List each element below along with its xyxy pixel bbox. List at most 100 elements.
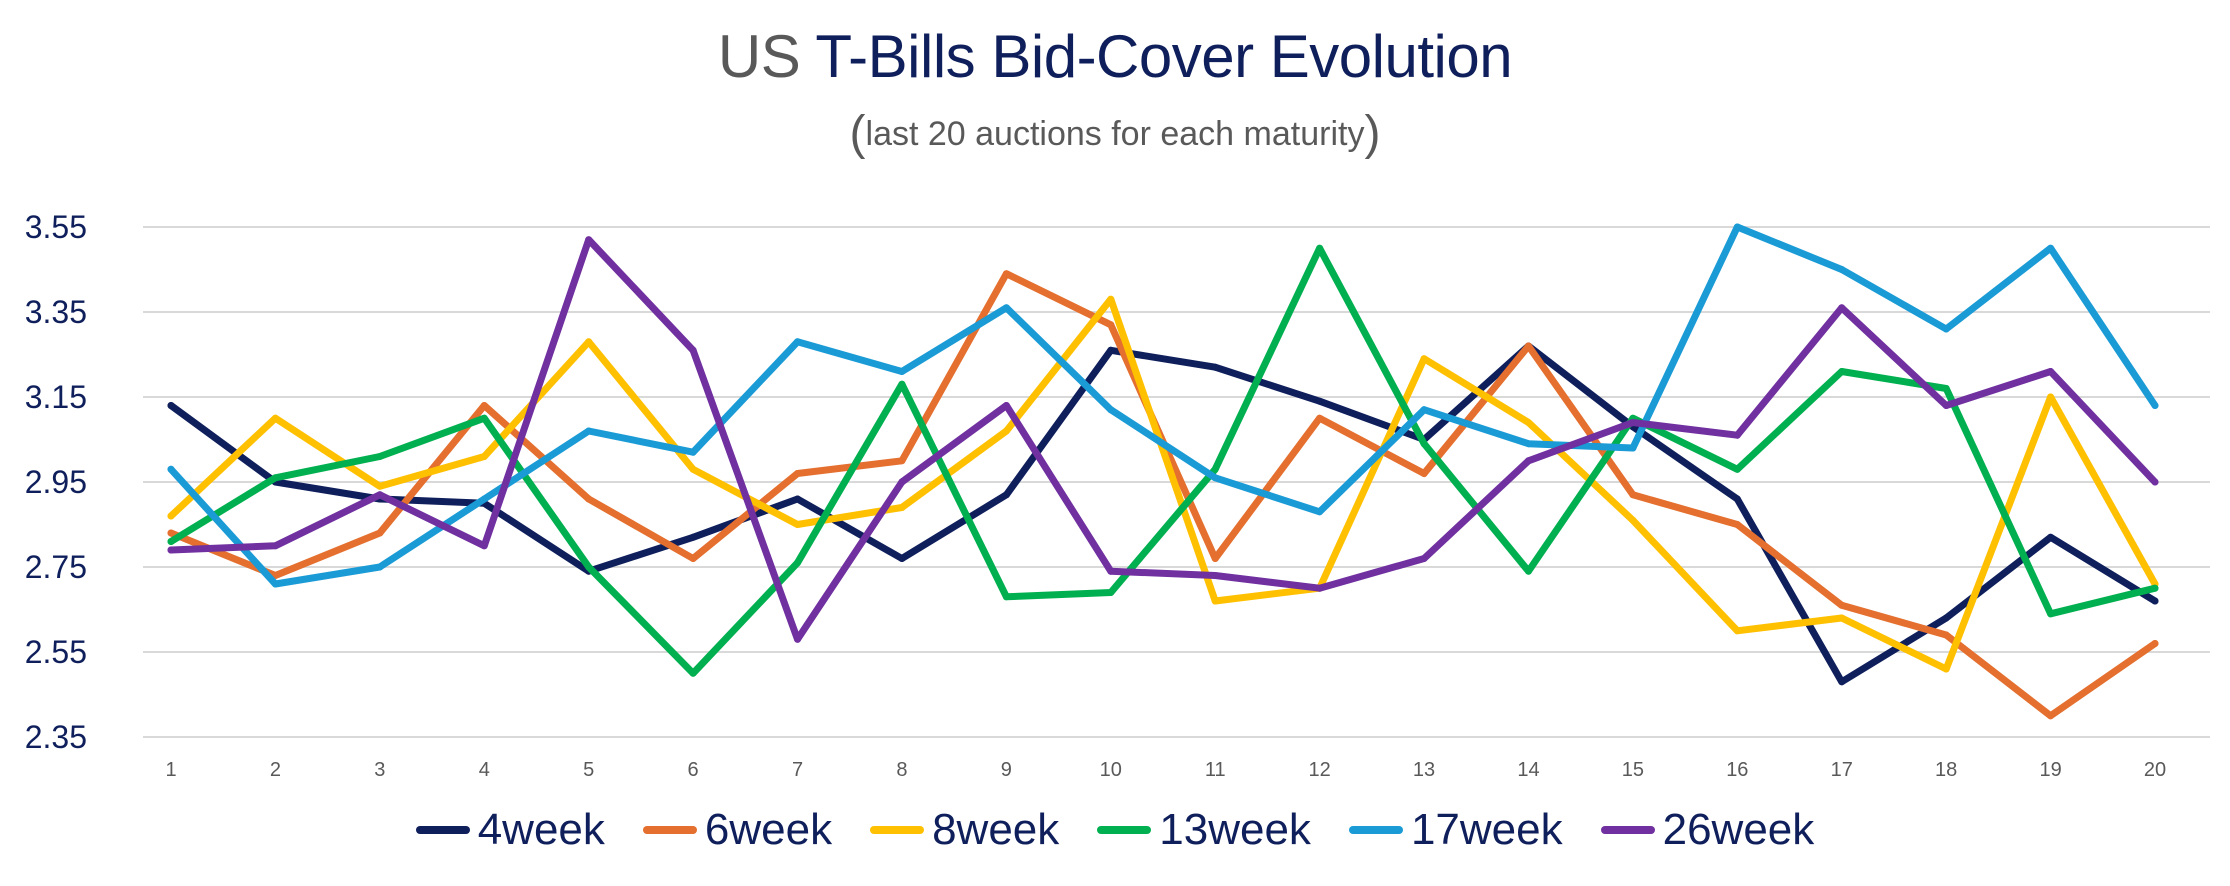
data-point-6week [794, 470, 802, 477]
data-point-26week [585, 236, 593, 244]
data-point-6week [1420, 470, 1428, 477]
series-line-8week [167, 295, 2159, 673]
data-point-13week [1002, 593, 1010, 601]
data-point-26week [1420, 555, 1428, 562]
data-point-4week [898, 555, 906, 562]
x-tick-label: 5 [583, 759, 594, 781]
data-point-26week [2047, 368, 2055, 375]
legend-swatch [1600, 826, 1655, 834]
data-point-17week [2151, 402, 2159, 409]
data-point-6week [2151, 640, 2159, 647]
data-point-26week [271, 542, 279, 550]
data-point-17week [898, 368, 906, 375]
chart-legend: 4week 6week 8week 13week 17week 26week [0, 805, 2230, 855]
data-point-17week [271, 580, 279, 588]
data-point-8week [898, 504, 906, 511]
data-point-4week [2151, 597, 2159, 605]
x-tick-label: 3 [374, 759, 385, 781]
data-point-17week [480, 495, 488, 503]
data-point-8week [2047, 393, 2055, 401]
data-point-13week [1942, 385, 1950, 392]
series-line-26week [167, 236, 2159, 643]
data-point-17week [1524, 440, 1532, 448]
data-point-17week [167, 465, 175, 473]
legend-item-4week: 4week [415, 805, 605, 855]
data-point-13week [271, 474, 279, 482]
data-point-17week [1733, 223, 1741, 231]
chart-subtitle: (last 20 auctions for each maturity) [0, 106, 2230, 161]
x-tick-label: 7 [792, 759, 803, 781]
legend-item-13week: 13week [1097, 805, 1311, 855]
y-tick-label: 2.95 [25, 464, 87, 500]
data-point-26week [1629, 419, 1637, 426]
data-point-13week [480, 414, 488, 422]
data-point-4week [1211, 363, 1219, 371]
data-point-17week [1002, 304, 1010, 312]
x-tick-label: 20 [2144, 759, 2166, 781]
x-tick-label: 2 [270, 759, 281, 781]
data-point-13week [1420, 440, 1428, 448]
data-point-26week [1733, 431, 1741, 439]
legend-label: 4week [477, 805, 605, 854]
data-point-13week [1316, 244, 1324, 252]
data-point-26week [2151, 478, 2159, 486]
x-tick-label: 10 [1100, 759, 1122, 781]
data-point-17week [1838, 266, 1846, 273]
x-tick-label: 15 [1622, 759, 1644, 781]
data-point-13week [794, 559, 802, 567]
legend-label: 6week [704, 805, 833, 854]
data-point-6week [1211, 555, 1219, 562]
data-point-6week [376, 529, 384, 537]
data-point-17week [2047, 244, 2055, 252]
data-point-6week [1524, 342, 1532, 350]
data-point-17week [376, 563, 384, 571]
data-point-6week [1107, 321, 1115, 329]
legend-item-17week: 17week [1348, 805, 1563, 855]
series-line-6week [167, 270, 2159, 720]
legend-label: 8week [932, 805, 1060, 854]
data-point-26week [1838, 304, 1846, 312]
data-point-6week [898, 457, 906, 465]
y-tick-label: 2.35 [25, 719, 87, 755]
data-point-6week [1733, 521, 1741, 528]
subtitle-open-paren: ( [849, 107, 866, 160]
x-tick-label: 19 [2039, 759, 2061, 781]
subtitle-close-paren: ) [1364, 107, 1381, 160]
legend-item-26week: 26week [1600, 805, 1814, 855]
legend-swatch [870, 826, 925, 834]
x-tick-label: 6 [688, 759, 699, 781]
data-point-6week [2047, 712, 2055, 720]
x-tick-label: 4 [479, 759, 490, 781]
y-tick-label: 3.35 [25, 294, 87, 330]
data-point-8week [1838, 614, 1846, 622]
data-point-26week [1211, 572, 1219, 579]
x-tick-label: 18 [1935, 759, 1957, 781]
data-point-6week [1629, 491, 1637, 499]
data-point-6week [167, 529, 175, 537]
data-point-26week [1524, 457, 1532, 465]
data-point-17week [1942, 325, 1950, 333]
y-tick-label: 3.15 [25, 379, 87, 415]
data-point-13week [1107, 589, 1115, 596]
data-point-4week [794, 495, 802, 503]
data-point-8week [480, 453, 488, 460]
data-point-4week [1002, 491, 1010, 499]
data-point-13week [898, 380, 906, 388]
series-line-13week [167, 244, 2159, 677]
data-point-4week [1107, 346, 1115, 354]
data-point-26week [794, 635, 802, 643]
data-point-17week [794, 338, 802, 346]
data-point-17week [1420, 406, 1428, 414]
data-point-8week [271, 414, 279, 422]
data-point-26week [167, 546, 175, 554]
legend-swatch [642, 826, 697, 834]
legend-swatch [1097, 826, 1152, 834]
subtitle-text: last 20 auctions for each maturity [865, 115, 1365, 153]
data-point-4week [2047, 533, 2055, 541]
x-tick-label: 8 [896, 759, 907, 781]
data-point-8week [1211, 597, 1219, 605]
data-point-13week [585, 563, 593, 571]
x-tick-label: 11 [1205, 759, 1226, 781]
data-point-6week [1942, 631, 1950, 639]
